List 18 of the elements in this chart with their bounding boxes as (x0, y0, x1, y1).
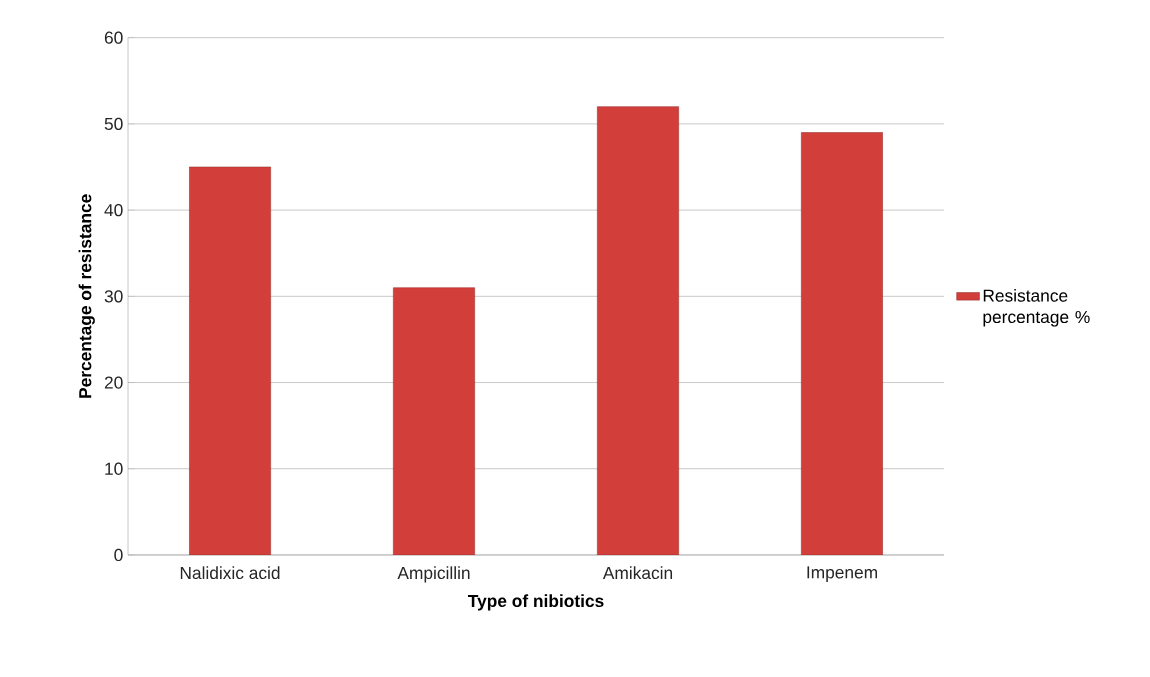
x-tick-label: Nalidixic acid (180, 566, 280, 580)
y-tick-label: 0 (114, 548, 123, 562)
bar (393, 287, 475, 555)
y-tick-label: 30 (104, 290, 123, 303)
bar (801, 132, 883, 555)
y-tick-label: 60 (104, 31, 123, 44)
y-tick-label: 50 (104, 117, 123, 131)
y-tick-label: 20 (104, 376, 123, 389)
legend-label: Resistance percentage % (983, 289, 1090, 327)
bar (597, 106, 679, 555)
x-tick-label: Impenem (807, 566, 877, 582)
bar (189, 166, 271, 555)
x-tick-label: Ampicillin (397, 566, 470, 583)
y-axis-title: Percentage of resistance (78, 194, 95, 398)
y-tick-label: 40 (104, 203, 123, 217)
x-tick-label: Amikacin (602, 566, 673, 580)
x-axis-title: Type of nibiotics (467, 594, 604, 611)
y-tick-label: 10 (105, 462, 123, 475)
